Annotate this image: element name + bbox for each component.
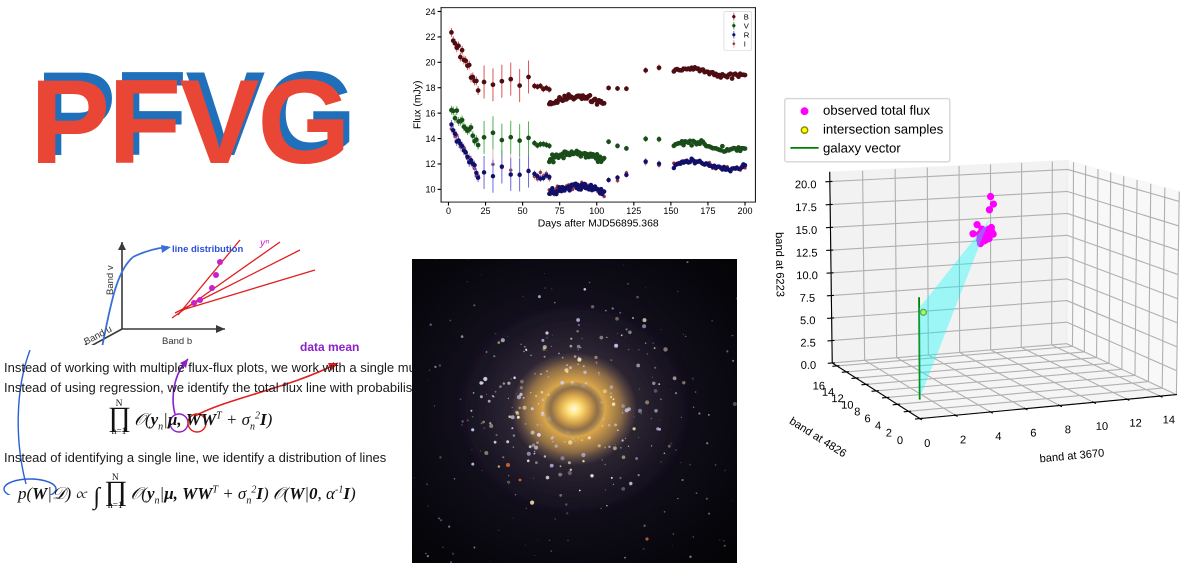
- svg-text:14: 14: [425, 134, 435, 144]
- svg-text:Flux (mJy): Flux (mJy): [413, 81, 424, 130]
- svg-text:V: V: [744, 21, 750, 30]
- svg-text:B: B: [744, 12, 749, 21]
- svg-text:Band v: Band v: [105, 265, 116, 295]
- svg-text:yⁿ: yⁿ: [259, 237, 269, 249]
- svg-text:175: 175: [700, 206, 715, 216]
- svg-text:24: 24: [425, 7, 435, 17]
- svg-text:25: 25: [481, 206, 491, 216]
- svg-text:line distribution: line distribution: [172, 244, 243, 255]
- svg-text:75: 75: [555, 206, 565, 216]
- svg-text:12: 12: [425, 159, 435, 169]
- svg-text:18: 18: [425, 83, 435, 93]
- svg-text:150: 150: [663, 206, 678, 216]
- svg-text:10: 10: [425, 185, 435, 195]
- svg-text:22: 22: [425, 32, 435, 42]
- svg-text:100: 100: [589, 206, 604, 216]
- svg-text:125: 125: [626, 206, 641, 216]
- svg-text:I: I: [744, 39, 746, 48]
- svg-text:20: 20: [425, 58, 435, 68]
- svg-text:Days after MJD56895.368: Days after MJD56895.368: [538, 218, 659, 229]
- svg-text:0: 0: [446, 206, 451, 216]
- svg-text:50: 50: [518, 206, 528, 216]
- svg-text:R: R: [744, 30, 750, 39]
- svg-text:200: 200: [737, 206, 752, 216]
- svg-text:16: 16: [425, 108, 435, 118]
